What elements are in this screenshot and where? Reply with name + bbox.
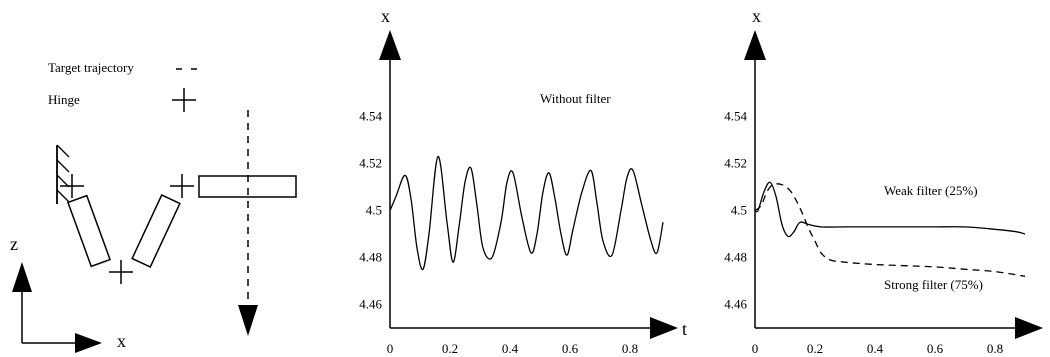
y-tick-label: 4.48 <box>359 250 382 265</box>
y-tick-label: 4.52 <box>724 156 747 171</box>
y-tick-label: 4.48 <box>724 250 747 265</box>
chart1-y-label: x <box>381 6 390 26</box>
y-tick-label: 4.5 <box>731 203 747 218</box>
y-tick-label: 4.46 <box>724 297 747 312</box>
x-tick-label: 0.2 <box>442 341 458 356</box>
series-line-1 <box>390 155 664 271</box>
x-axis-label: x <box>117 331 126 351</box>
chart2-y-arrow-icon <box>744 30 766 60</box>
series-line-1 <box>755 181 1026 238</box>
chart2-y-label: x <box>752 6 761 26</box>
y-tick-label: 4.54 <box>359 109 382 124</box>
y-tick-label: 4.5 <box>366 203 382 218</box>
chart1-x-label: t <box>682 319 687 339</box>
chart1-x-arrow-icon <box>650 317 678 339</box>
x-tick-label: 0.8 <box>622 341 638 356</box>
trajectory-arrowhead-icon <box>238 305 258 336</box>
x-tick-label: 0 <box>752 341 759 356</box>
x-tick-label: 0.6 <box>562 341 579 356</box>
hinge-1-icon <box>60 174 84 198</box>
x-tick-label: 0.2 <box>807 341 823 356</box>
chart-without-filter: x t 4.46 4.48 4.5 4.52 4.54 0 0.2 0.4 0.6 0.8 Wi… <box>359 6 687 356</box>
wall-icon <box>56 144 70 204</box>
mechanism-diagram: Target trajectory Hinge <box>10 60 297 353</box>
chart2-x-arrow-icon <box>1015 317 1043 339</box>
legend-target-label: Target trajectory <box>48 60 134 75</box>
x-tick-label: 0.8 <box>987 341 1003 356</box>
hinge-2-icon <box>109 260 133 284</box>
x-axis-arrow-icon <box>75 333 102 353</box>
hinge-3-icon <box>170 174 194 198</box>
chart2-strong-filter-label: Strong filter (75%) <box>884 277 983 292</box>
chart1-y-arrow-icon <box>379 30 401 60</box>
y-tick-label: 4.46 <box>359 297 382 312</box>
z-axis-label: z <box>10 234 18 254</box>
legend-hinge-icon <box>172 88 196 112</box>
y-tick-label: 4.54 <box>724 109 747 124</box>
link-2 <box>131 194 181 268</box>
x-tick-label: 0.6 <box>927 341 944 356</box>
x-tick-label: 0.4 <box>502 341 519 356</box>
chart-filtered: x 4.46 4.48 4.5 4.52 4.54 0 0.2 0.4 0.6 0.8 Weak… <box>724 6 1043 356</box>
chart2-weak-filter-label: Weak filter (25%) <box>884 183 978 198</box>
y-tick-label: 4.52 <box>359 156 382 171</box>
x-tick-label: 0.4 <box>867 341 884 356</box>
z-axis-arrow-icon <box>12 262 32 292</box>
x-tick-label: 0 <box>387 341 394 356</box>
series-line-2 <box>755 183 1026 277</box>
chart1-series-label: Without filter <box>540 91 611 106</box>
link-1 <box>67 194 111 268</box>
legend-hinge-label: Hinge <box>48 92 80 107</box>
